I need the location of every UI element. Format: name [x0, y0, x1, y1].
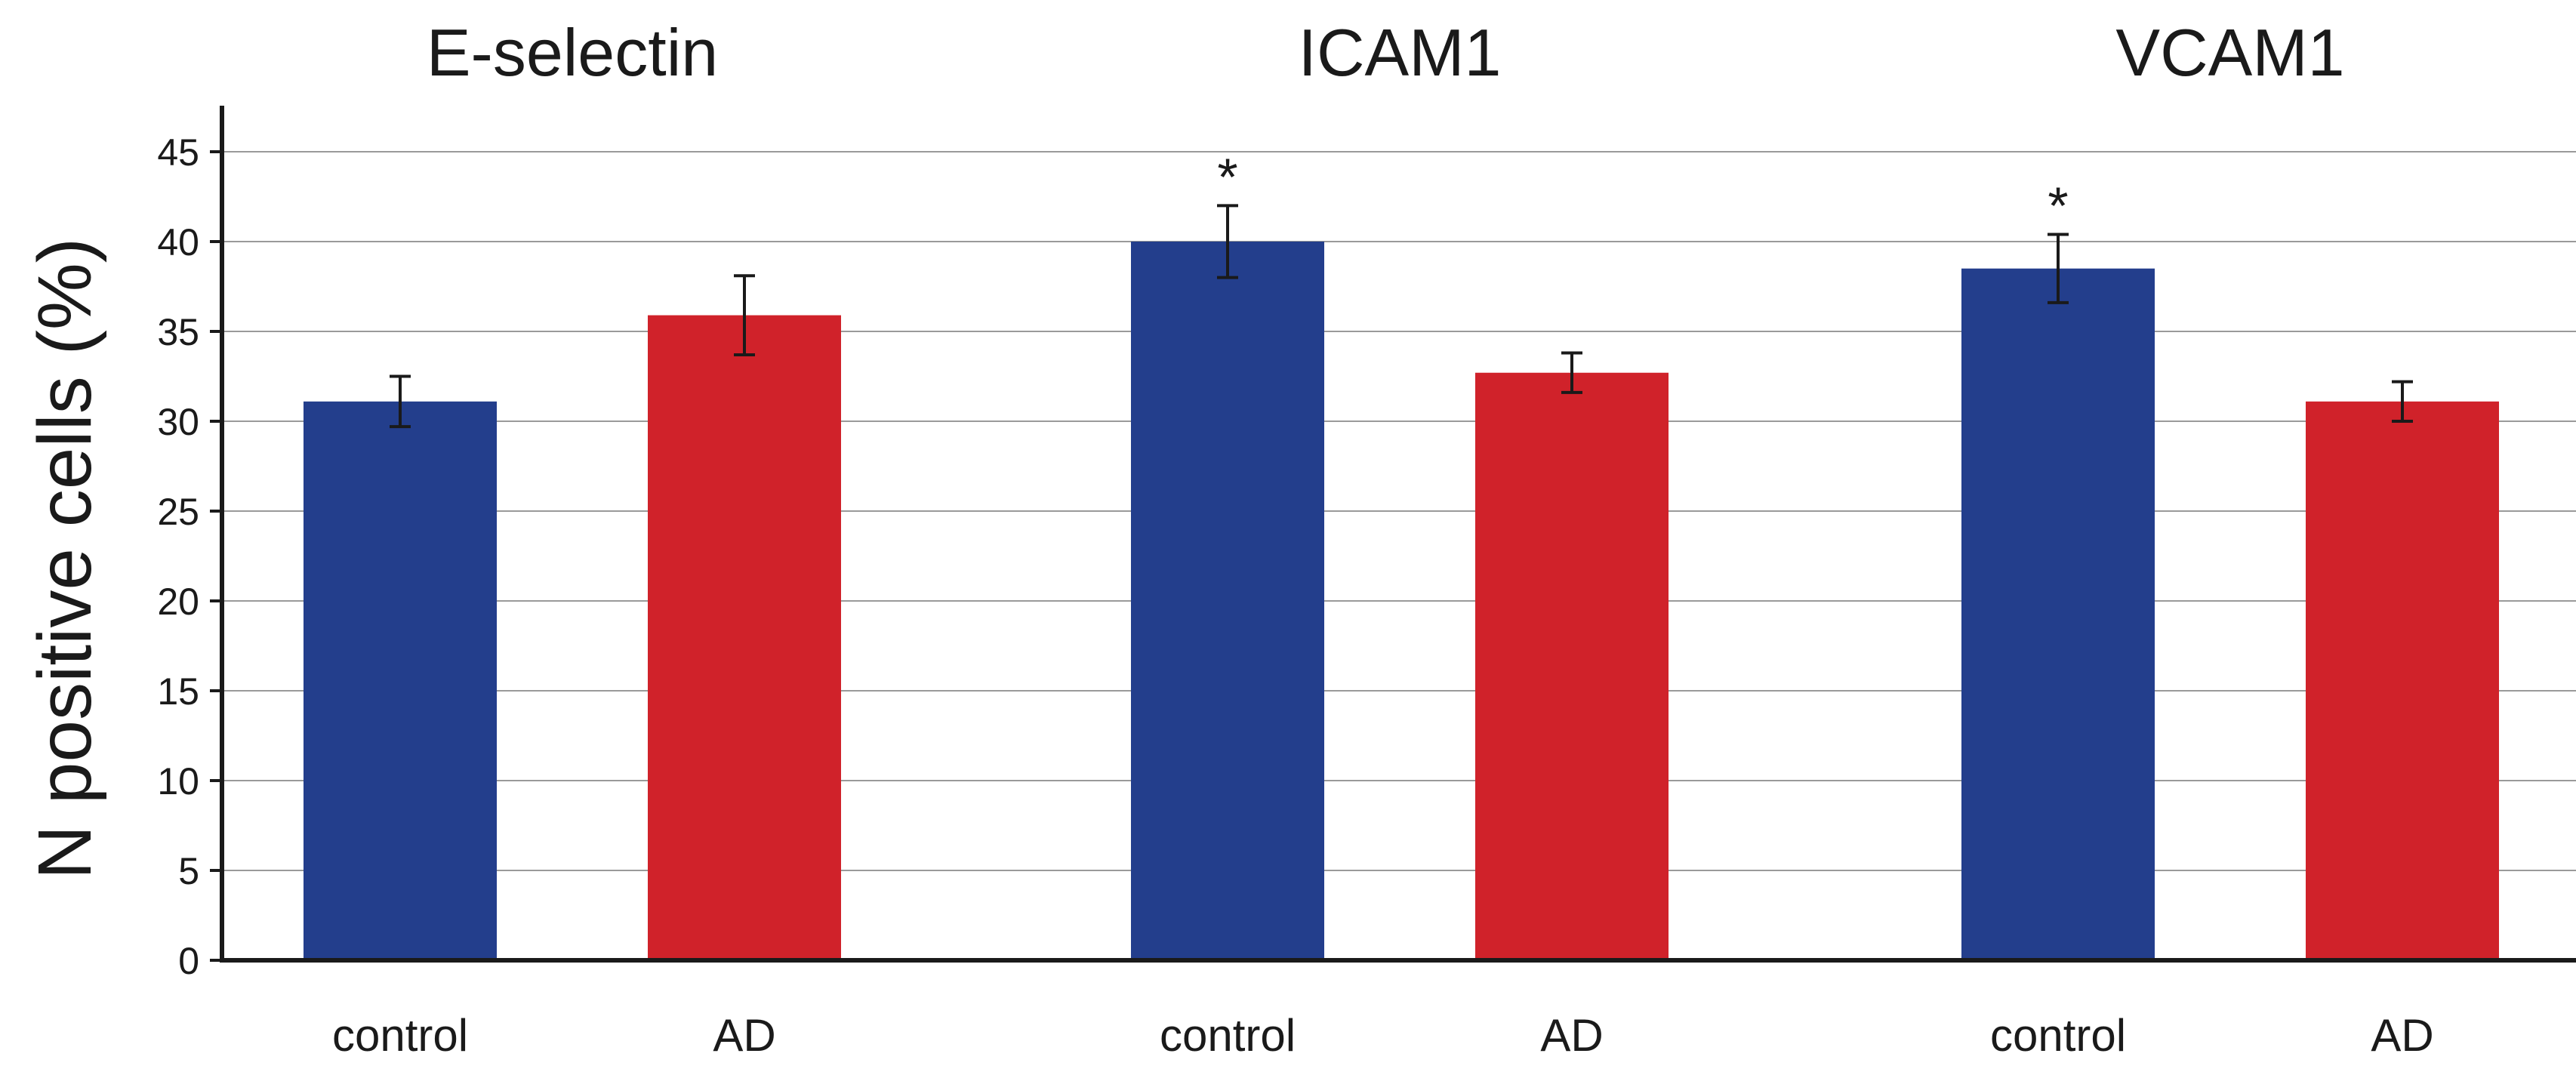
- y-tick-label: 20: [157, 581, 199, 623]
- y-tick-label: 40: [157, 221, 199, 263]
- y-axis-label: N positive cells (%): [23, 238, 107, 879]
- y-tick-label: 45: [157, 131, 199, 174]
- error-bars: [390, 204, 2413, 429]
- y-tick-label: 0: [178, 940, 199, 982]
- y-tick-label: 5: [178, 850, 199, 892]
- bar-e-selectin-ad: [648, 315, 841, 961]
- bar-vcam1-ad: [2306, 401, 2499, 960]
- bar-icam1-ad: [1475, 372, 1669, 960]
- bar-vcam1-control: [1961, 268, 2155, 960]
- x-category-label: AD: [1540, 1010, 1603, 1061]
- x-category-label: control: [332, 1010, 468, 1061]
- x-category-label: control: [1990, 1010, 2126, 1061]
- bar-e-selectin-control: [304, 401, 497, 960]
- y-tick-label: 30: [157, 401, 199, 443]
- group-title: E-selectin: [427, 15, 718, 90]
- axes: [220, 106, 2576, 963]
- x-category-label: control: [1160, 1010, 1296, 1061]
- bar-icam1-control: [1131, 242, 1324, 960]
- x-category-label: AD: [713, 1010, 775, 1061]
- x-category-label: AD: [2371, 1010, 2433, 1061]
- bars: [304, 242, 2499, 961]
- group-title: VCAM1: [2115, 15, 2344, 90]
- y-tick-label: 10: [157, 760, 199, 802]
- group-title: ICAM1: [1299, 15, 1502, 90]
- y-tick-label: 15: [157, 670, 199, 713]
- y-tick-label: 25: [157, 491, 199, 533]
- y-tick-label: 35: [157, 311, 199, 353]
- significance-asterisk: *: [1217, 147, 1237, 206]
- labels: 0 5 10 15 20 25 30 35 40 45 E-selectin control AD ICA…: [157, 15, 2433, 1061]
- gridlines: [210, 150, 2576, 962]
- significance-asterisk: *: [2048, 176, 2068, 235]
